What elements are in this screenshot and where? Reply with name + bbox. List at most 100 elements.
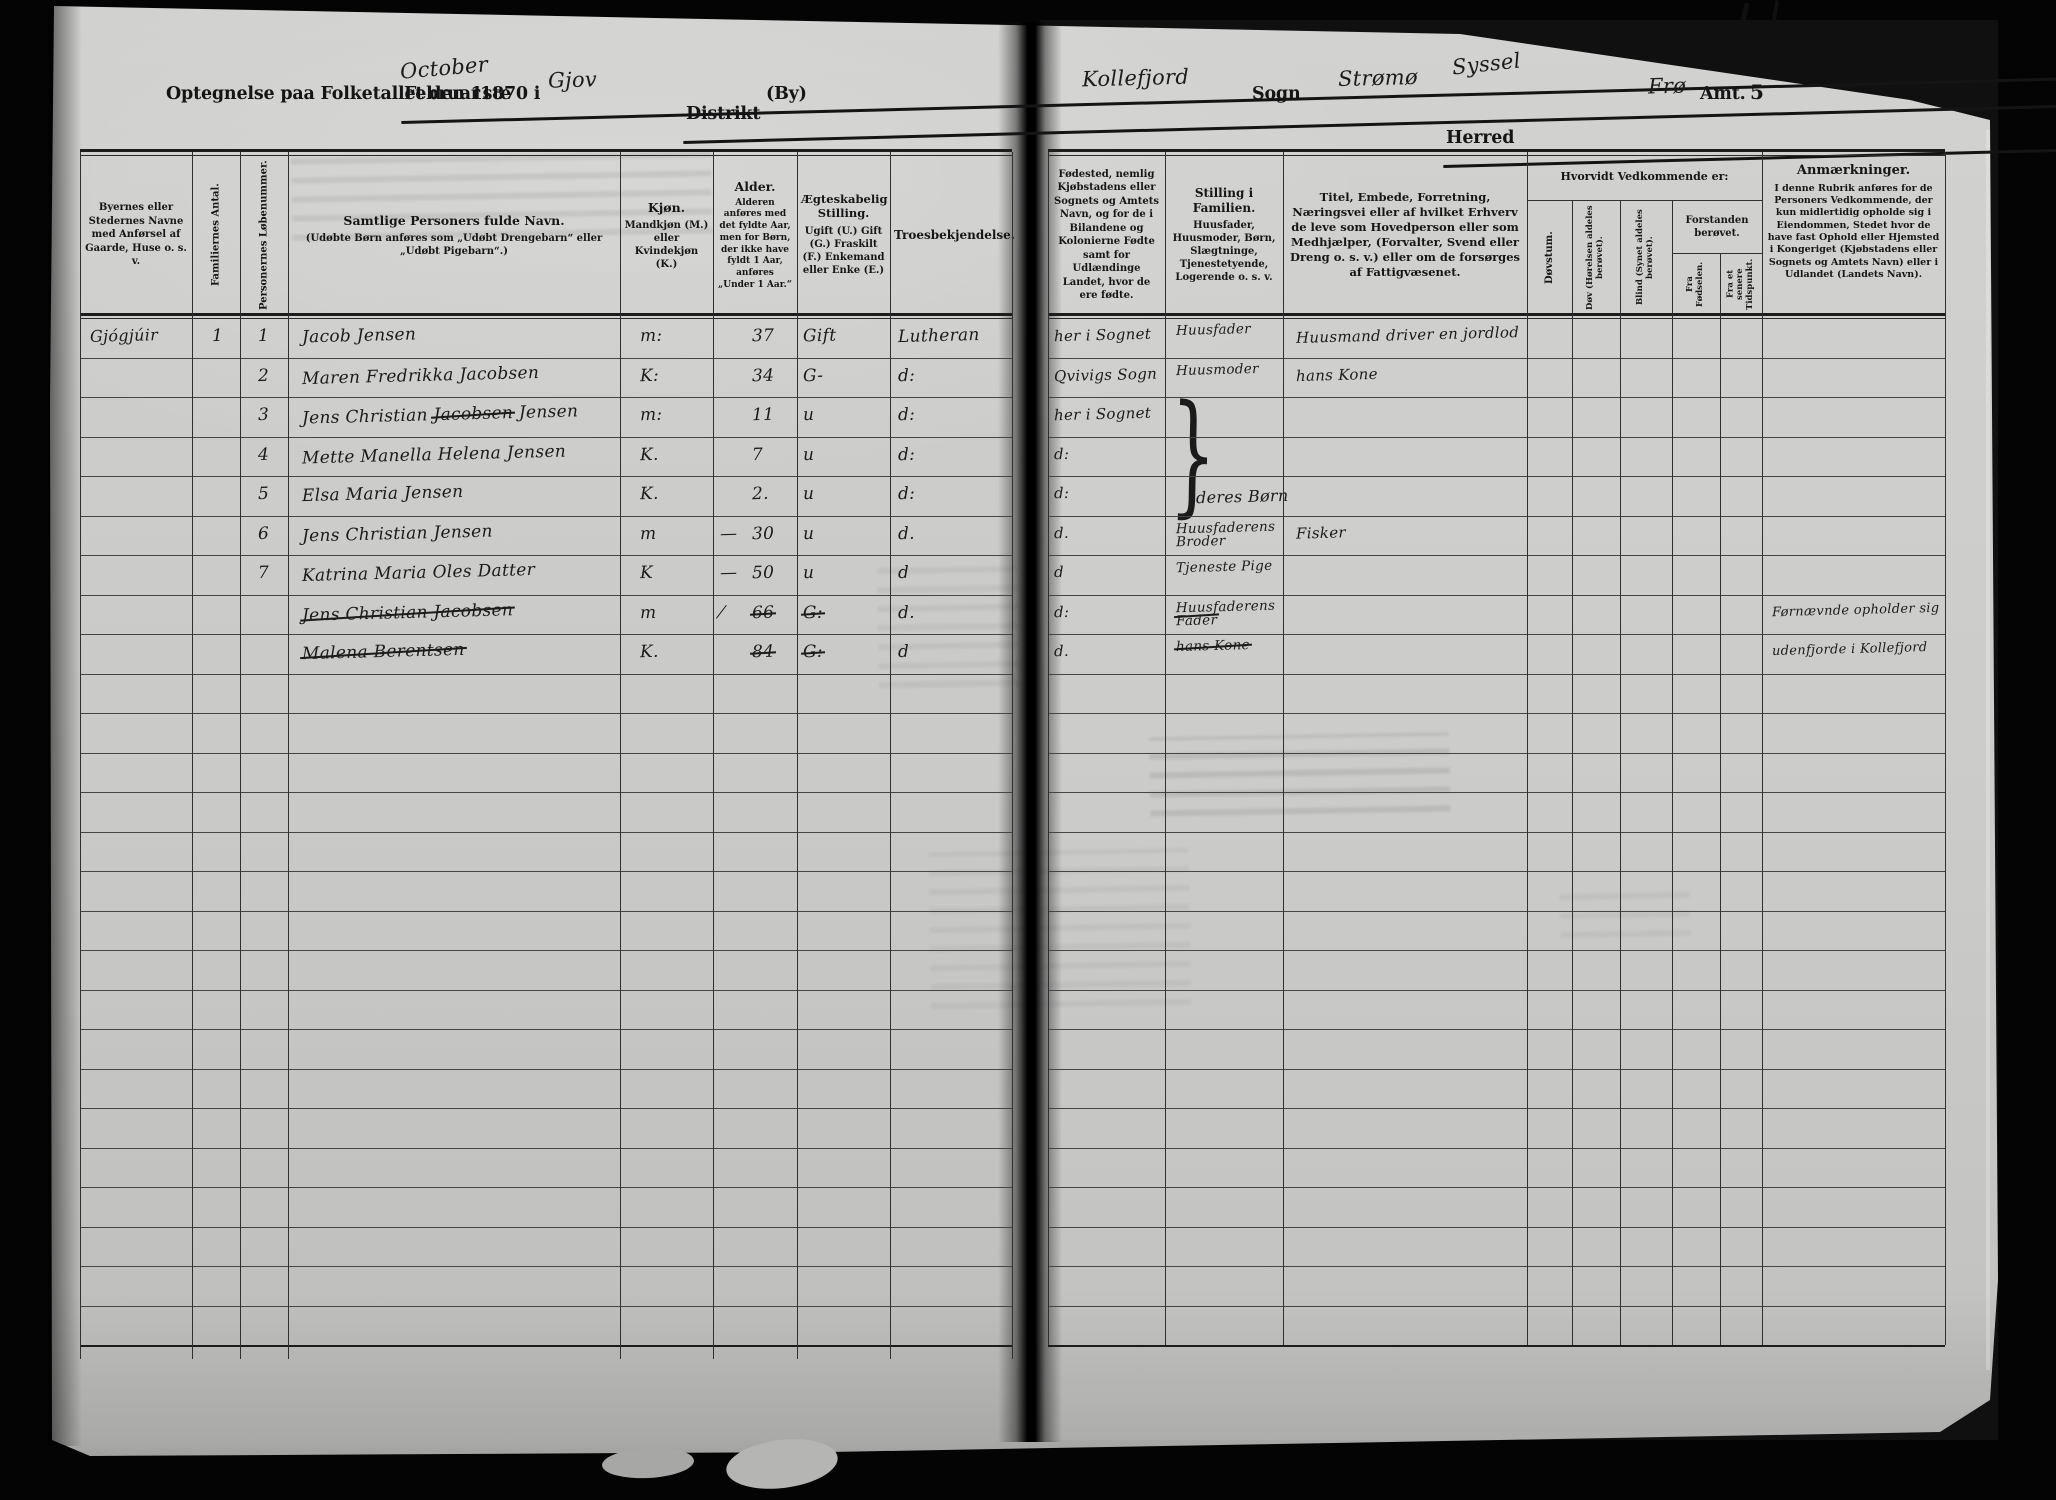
table-rule [80, 358, 1012, 359]
herred-label-struck: Herred [1446, 128, 2056, 148]
table-rule [80, 516, 1012, 517]
table-rule [1048, 1306, 1945, 1307]
struck-text: 66 [751, 602, 775, 624]
row-5-person-number: 5 [257, 483, 270, 505]
row-7-person-number: 7 [257, 562, 270, 584]
table-rule [80, 832, 1012, 833]
table-rule [1672, 200, 1673, 318]
table-rule [1048, 1187, 1945, 1188]
row-3-sex: m: [639, 404, 663, 426]
row-1-place: Gjógjúir [89, 325, 159, 346]
row-3-age: 11 [752, 405, 775, 426]
bleed-through-smudge [1149, 732, 1451, 830]
table-rule [80, 1306, 1012, 1307]
row-4-age: 7 [752, 445, 764, 465]
table-rule [80, 1187, 1012, 1188]
table-rule [1672, 318, 1673, 1345]
row-4-marital-status: u [803, 445, 815, 465]
table-rule [797, 318, 798, 1359]
table-rule [80, 911, 1012, 912]
row-4-religion: d: [897, 444, 916, 466]
table-rule [1012, 318, 1013, 1359]
text: 37 [751, 325, 775, 347]
row-6-marital-status: u [803, 524, 815, 544]
parish-value-handwritten: Kollefjord [1081, 64, 1190, 92]
row-2-sex: K: [639, 365, 660, 387]
row-7-family-position: Tjeneste Pige [1176, 558, 1273, 577]
table-rule [1048, 152, 1049, 318]
table-rule [1048, 713, 1945, 714]
col-header-place: Byernes eller Stedernes Navne med Anførs… [85, 202, 187, 268]
table-rule [80, 437, 1012, 438]
col-header-deaf: Døv (Hørelsen aldeles berøvet). [1585, 205, 1605, 310]
table-rule [1048, 358, 1945, 359]
col-header-blind: Blind (Synet aldeles berøvet). [1635, 209, 1655, 306]
row-1-sex: m: [639, 325, 663, 347]
table-rule [1048, 1108, 1945, 1109]
table-rule [1048, 318, 1945, 319]
text: 30 [751, 523, 775, 545]
table-rule [713, 318, 714, 1359]
table-rule [1048, 634, 1945, 635]
table-rule [620, 318, 621, 1359]
row-8-religion: d. [897, 602, 916, 624]
row-4-sex: K. [639, 444, 659, 466]
page-number: 5 [1750, 80, 1764, 104]
table-rule [288, 152, 289, 318]
table-rule [1165, 318, 1166, 1345]
text: 11 [751, 404, 775, 426]
struck-text: Jacobsen [433, 403, 514, 426]
table-rule [1048, 1148, 1945, 1149]
row-4-person-number: 4 [257, 444, 270, 466]
table-rule [1048, 516, 1945, 517]
row-9-family-position: hans Kone [1176, 637, 1250, 655]
amt-value-handwritten: Frø [1647, 73, 1687, 99]
table-rule [1048, 149, 1945, 152]
row-8-family-position: Huusfaderens Fader [1175, 597, 1276, 630]
row-1-marital-status: Gift [803, 326, 837, 347]
row-7-age-dash: — [719, 562, 738, 584]
text: Elsa Maria Jensen [301, 481, 464, 507]
text: 50 [751, 562, 775, 584]
table-rule [1720, 318, 1721, 1345]
col-header-insane-later: Fra et senere Tidspunkt. [1725, 258, 1755, 310]
col-header-name: Samtlige Personers fulde Navn. (Udøbte B… [305, 212, 603, 257]
row-2-occupation: hans Kone [1295, 364, 1379, 386]
text: Jens Christian [301, 405, 434, 429]
row-5-name: Elsa Maria Jensen [302, 482, 464, 506]
table-rule [1720, 253, 1721, 318]
row-3-person-number: 3 [257, 404, 270, 426]
text: Gift [802, 325, 837, 347]
table-rule [80, 313, 1012, 316]
table-rule [1165, 152, 1166, 318]
district-label-struck: Distrikt [686, 104, 2056, 124]
col-header-remarks: Anmærkninger. I denne Rubrik anføres for… [1767, 163, 1940, 280]
col-header-age: Alder. Alderen anføres med det fyldte Aa… [718, 178, 792, 290]
table-rule [1672, 253, 1762, 254]
table-rule [80, 318, 81, 1359]
table-rule [192, 152, 193, 318]
struck-text: Malena Berentsen [301, 639, 465, 665]
table-rule [797, 152, 798, 318]
row-9-birthplace: d. [1053, 641, 1070, 661]
row-1-name: Jacob Jensen [302, 325, 417, 348]
text: u [802, 562, 815, 584]
table-rule [80, 155, 1012, 156]
row-6-birthplace: d. [1053, 523, 1070, 543]
col-header-birthplace: Fødested, nemlig Kjøbstadens eller Sogne… [1054, 168, 1159, 302]
table-rule [620, 152, 621, 318]
table-rule [80, 149, 1012, 152]
table-rule [1048, 674, 1945, 675]
row-2-marital-status: G- [803, 366, 824, 387]
table-rule [80, 674, 1012, 675]
struck-text: Huusfaderens Fader [1175, 597, 1276, 630]
text: 2. [751, 483, 770, 505]
row-9-marital-status: G: [803, 642, 823, 663]
table-rule [240, 152, 241, 318]
col-header-deaf-mute: Døvstum. [1543, 231, 1555, 284]
text: Huusfaderens Broder [1175, 518, 1276, 551]
row-7-birthplace: d [1053, 562, 1065, 582]
table-rule [1048, 871, 1945, 872]
col-header-insanity-group: Forstanden berøvet. [1685, 214, 1749, 239]
row-5-sex: K. [639, 483, 659, 505]
